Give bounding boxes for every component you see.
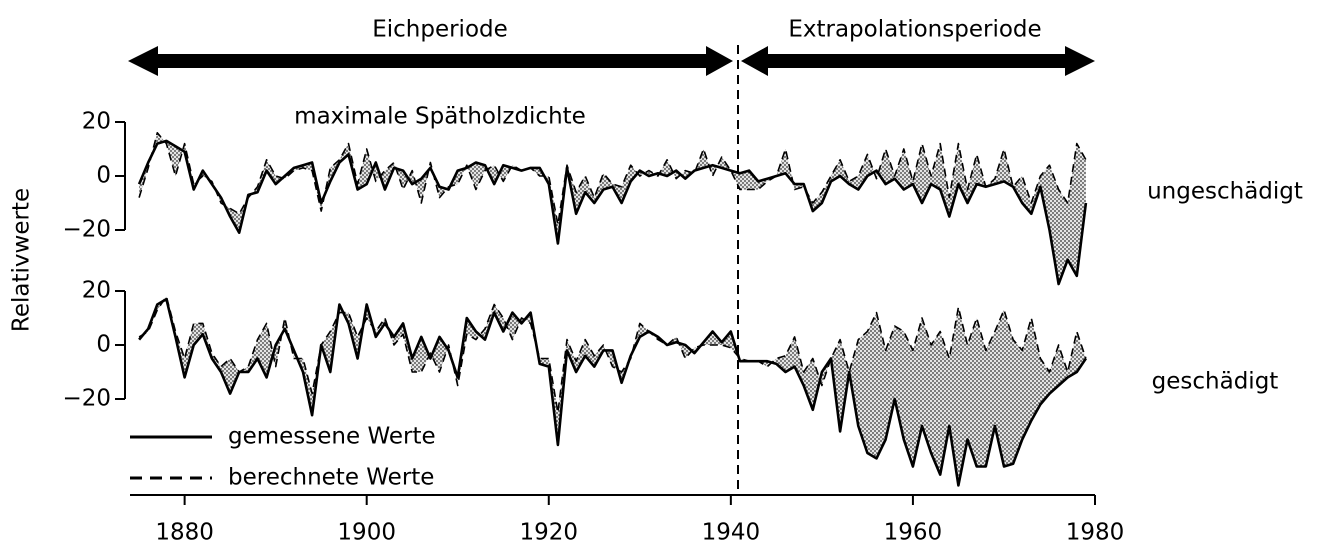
legend-label: gemessene Werte (228, 424, 436, 450)
difference-shade (139, 132, 1086, 284)
panel-label: ungeschädigt (1147, 179, 1303, 205)
period-arrow (741, 46, 1095, 76)
panel-label: geschädigt (1152, 369, 1279, 395)
chart-title: maximale Spätholzdichte (294, 104, 586, 130)
period-arrow (128, 46, 733, 76)
series-line (138, 297, 1087, 487)
y-tick-label: 0 (96, 332, 111, 358)
y-tick-label: 20 (82, 109, 111, 135)
x-tick-label: 1980 (1066, 520, 1125, 546)
y-tick-label: −20 (62, 386, 111, 412)
series-line (138, 295, 1087, 414)
x-tick-label: 1960 (884, 520, 943, 546)
x-tick-label: 1940 (702, 520, 761, 546)
series-line (137, 139, 1088, 286)
x-tick-label: 1900 (337, 520, 396, 546)
y-tick-label: 20 (82, 278, 111, 304)
x-tick-label: 1920 (520, 520, 579, 546)
x-tick-label: 1880 (155, 520, 214, 546)
legend-label: berechnete Werte (228, 465, 434, 491)
y-tick-label: −20 (62, 217, 111, 243)
y-axis-label: Relativwerte (9, 188, 35, 332)
series-line (138, 132, 1087, 226)
y-tick-label: 0 (96, 163, 111, 189)
period-label: Extrapolationsperiode (788, 17, 1041, 43)
difference-shade (139, 296, 1086, 486)
period-label: Eichperiode (372, 17, 508, 43)
